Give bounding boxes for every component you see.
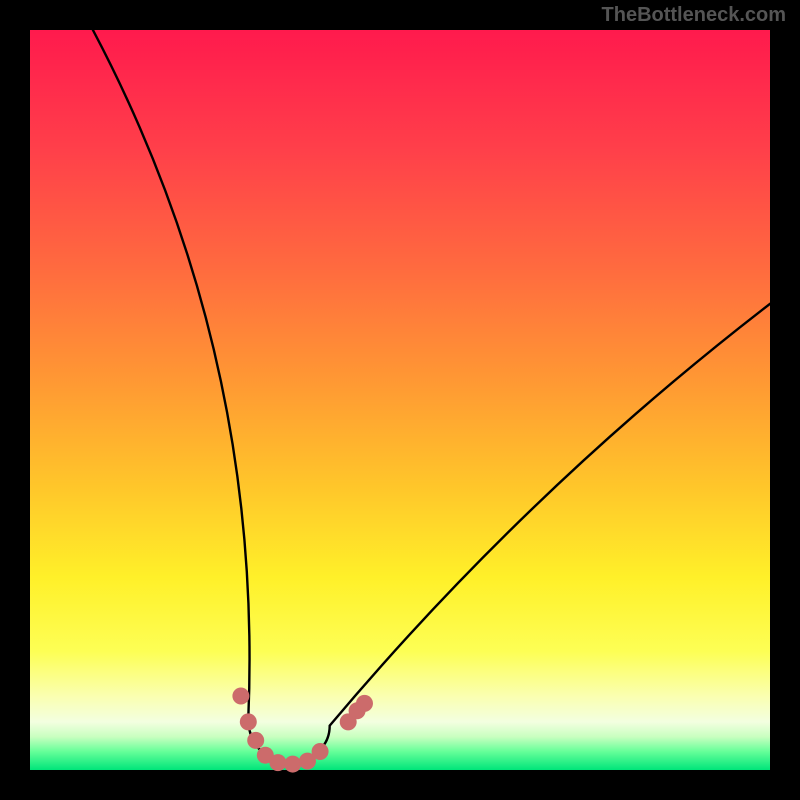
watermark-text: TheBottleneck.com — [602, 4, 786, 27]
dip-marker — [232, 688, 249, 705]
dip-marker — [284, 756, 301, 773]
dip-marker — [269, 754, 286, 771]
dip-marker — [247, 732, 264, 749]
chart-svg — [0, 0, 800, 800]
plot-background — [30, 30, 770, 770]
dip-marker — [240, 713, 257, 730]
dip-marker — [312, 743, 329, 760]
dip-marker — [356, 695, 373, 712]
chart-stage: TheBottleneck.com — [0, 0, 800, 800]
